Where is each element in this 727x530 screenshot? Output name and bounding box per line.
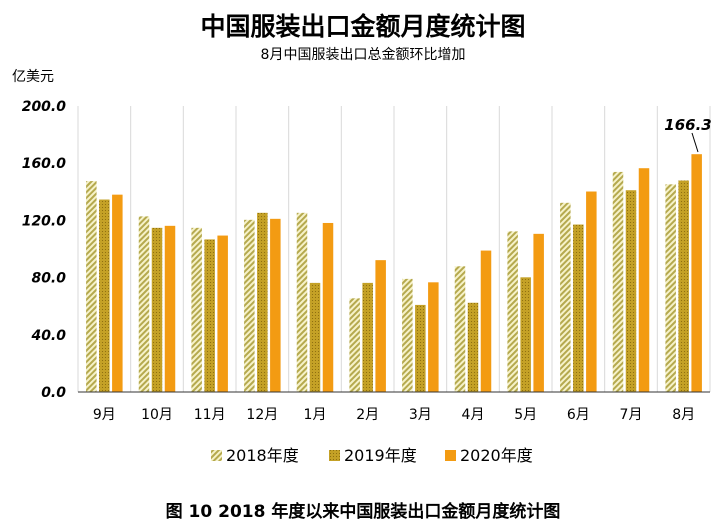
bar-1: [560, 202, 571, 392]
x-tick-label: 1月: [304, 407, 327, 423]
bar-3: [428, 282, 439, 392]
y-tick-label: 160.0: [22, 156, 67, 172]
y-axis-unit: 亿美元: [12, 69, 54, 85]
legend-label: 2020年度: [460, 446, 533, 465]
bar-2: [257, 212, 268, 392]
bar-2: [204, 239, 215, 392]
x-tick-label: 3月: [409, 407, 432, 423]
legend-swatch: [211, 450, 222, 461]
x-tick-label: 12月: [246, 407, 278, 423]
bar-3: [691, 154, 702, 392]
bar-2: [520, 277, 531, 392]
bar-2: [467, 302, 479, 392]
bar-2: [362, 282, 373, 392]
bar-1: [296, 212, 308, 392]
bar-2: [151, 227, 163, 392]
legend-swatch: [329, 450, 340, 461]
bar-1: [138, 216, 150, 392]
y-tick-label: 0.0: [41, 385, 66, 401]
x-axis-ticks: 9月 10月 11月 12月 1月 2月 3月 4月 5月 6月 7月 8月: [93, 407, 695, 423]
bars: [86, 154, 702, 392]
bar-1: [612, 171, 624, 392]
bar-2: [415, 304, 426, 392]
bar-1: [454, 266, 466, 392]
gridlines: [77, 106, 711, 392]
chart-title: 中国服装出口金额月度统计图: [200, 12, 525, 41]
x-tick-label: 8月: [672, 407, 695, 423]
figure-caption: 图 10 2018 年度以来中国服装出口金额月度统计图: [166, 501, 561, 522]
bar-3: [480, 250, 492, 392]
x-tick-label: 5月: [514, 407, 537, 423]
x-tick-label: 2月: [356, 407, 379, 423]
bar-1: [244, 219, 255, 392]
bar-2: [99, 199, 110, 392]
bar-1: [402, 278, 413, 392]
bar-2: [625, 190, 637, 392]
bar-3: [270, 218, 281, 392]
x-tick-label: 9月: [93, 407, 116, 423]
bar-2: [309, 282, 321, 392]
bar-3: [164, 225, 176, 392]
annotation-label: 166.3: [664, 116, 711, 134]
legend: 2018年度 2019年度 2020年度: [211, 446, 533, 465]
bar-3: [112, 194, 123, 392]
bar-3: [586, 191, 597, 392]
x-tick-label: 4月: [462, 407, 485, 423]
bar-1: [507, 231, 518, 392]
peak-annotation: 166.3: [664, 116, 712, 153]
y-axis-ticks: 0.0 40.0 80.0 120.0 160.0 200.0: [22, 99, 67, 401]
legend-label: 2019年度: [344, 446, 417, 465]
x-tick-label: 6月: [567, 407, 590, 423]
bar-1: [665, 184, 676, 392]
legend-label: 2018年度: [226, 446, 299, 465]
bar-2: [678, 180, 689, 392]
y-tick-label: 200.0: [22, 99, 67, 115]
bar-3: [322, 222, 334, 392]
bar-3: [375, 260, 386, 392]
bar-3: [217, 235, 228, 392]
bar-3: [533, 233, 544, 392]
bar-1: [191, 227, 202, 392]
x-tick-label: 11月: [194, 407, 226, 423]
bar-1: [86, 181, 97, 392]
bar-2: [573, 224, 584, 392]
y-tick-label: 80.0: [31, 271, 66, 287]
x-tick-label: 7月: [620, 407, 643, 423]
annotation-leader-line: [691, 132, 699, 153]
chart-subtitle: 8月中国服装出口总金额环比增加: [261, 47, 466, 63]
bar-3: [638, 168, 650, 392]
y-tick-label: 40.0: [30, 328, 66, 344]
y-tick-label: 120.0: [22, 213, 67, 229]
legend-swatch: [445, 450, 456, 461]
bar-1: [349, 298, 360, 392]
x-tick-label: 10月: [141, 407, 173, 423]
